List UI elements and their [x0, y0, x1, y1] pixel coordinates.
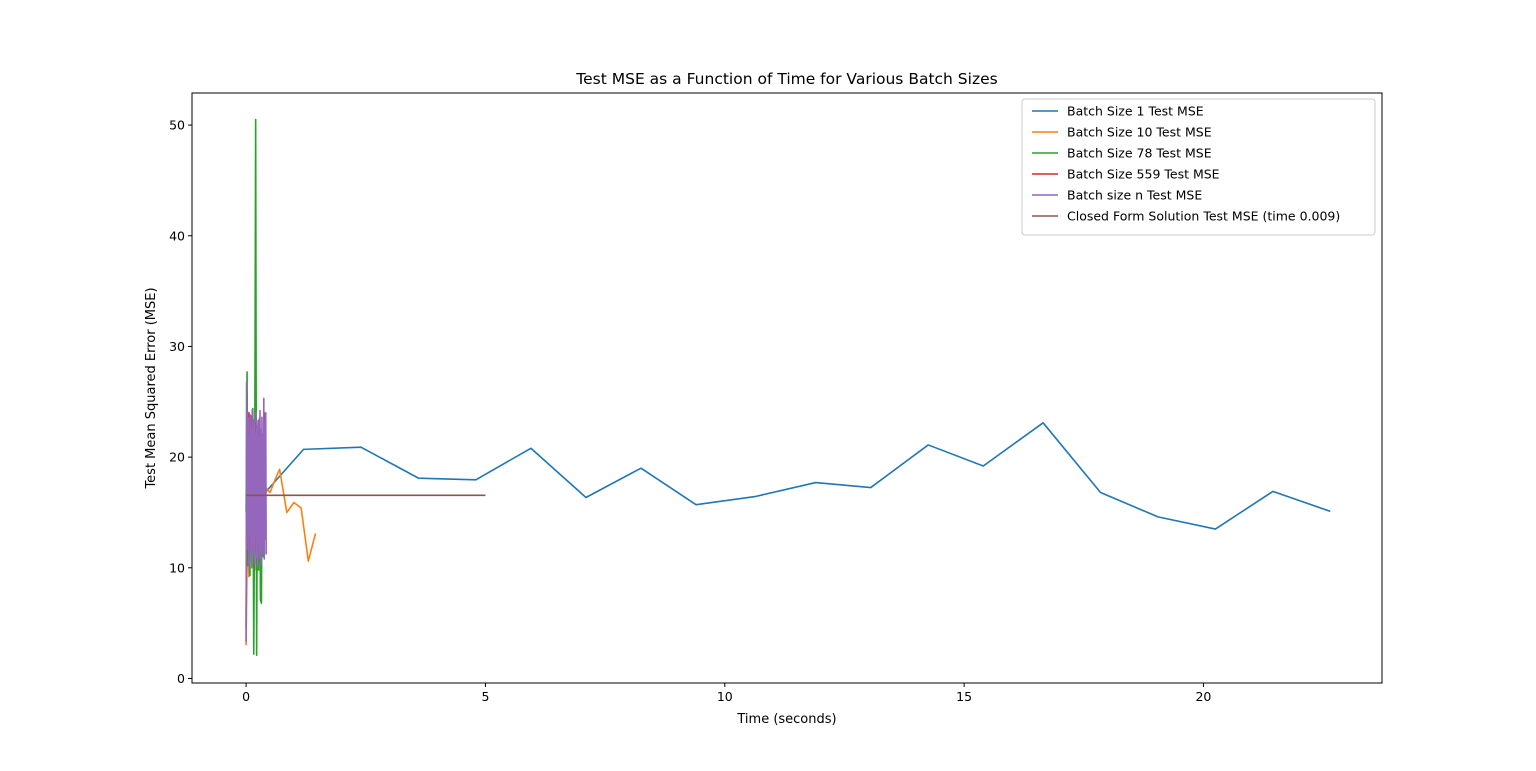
- legend-label-4: Batch size n Test MSE: [1067, 188, 1202, 203]
- y-tick-label: 20: [169, 450, 185, 465]
- legend-box: [1021, 98, 1376, 236]
- x-tick-label: 10: [717, 689, 733, 704]
- y-tick-label: 0: [177, 671, 185, 686]
- legend-label-5: Closed Form Solution Test MSE (time 0.00…: [1067, 209, 1340, 224]
- series-line-4: [245, 381, 268, 642]
- series-layer: [245, 118, 1331, 657]
- legend: Batch Size 1 Test MSE Batch Size 10 Test …: [1021, 98, 1376, 236]
- x-tick-label: 15: [956, 689, 972, 704]
- y-tick-label: 50: [169, 118, 185, 133]
- y-tick-label: 40: [169, 228, 185, 243]
- x-tick-label: 0: [242, 689, 250, 704]
- x-axis-label: Time (seconds): [736, 712, 836, 727]
- tick-layer: 0 5 10 15 20 0 10 20 30 40 50: [169, 118, 1211, 704]
- x-tick-label: 20: [1195, 689, 1211, 704]
- legend-label-0: Batch Size 1 Test MSE: [1067, 104, 1204, 119]
- legend-label-2: Batch Size 78 Test MSE: [1067, 146, 1212, 161]
- y-tick-label: 30: [169, 339, 185, 354]
- legend-label-1: Batch Size 10 Test MSE: [1067, 125, 1212, 140]
- chart-title: Test MSE as a Function of Time for Vario…: [575, 70, 997, 88]
- y-tick-label: 10: [169, 560, 185, 575]
- legend-label-3: Batch Size 559 Test MSE: [1067, 167, 1220, 182]
- y-axis-label: Test Mean Squared Error (MSE): [144, 287, 159, 489]
- plot-frame: [191, 92, 1383, 684]
- x-tick-label: 5: [481, 689, 489, 704]
- series-line-0: [245, 422, 1331, 530]
